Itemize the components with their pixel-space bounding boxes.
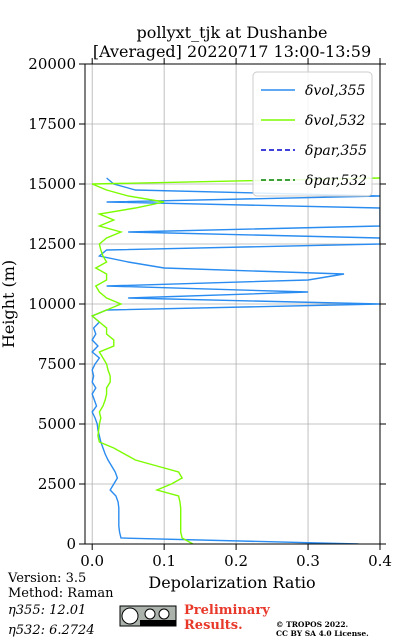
results: Results. [184, 618, 243, 633]
profile-line [90, 177, 380, 544]
y-tick-label: 2500 [38, 475, 76, 493]
x-axis-label: Depolarization Ratio [148, 573, 315, 592]
eta355: η355: 12.01 [8, 603, 86, 618]
x-tick-label: 0.0 [80, 552, 104, 570]
version: Version: 3.5 [7, 571, 86, 586]
legend-box [252, 71, 373, 197]
y-tick-label: 0 [66, 535, 76, 553]
method: Method: Raman [8, 586, 114, 601]
profile-line [90, 177, 380, 544]
legend-label: δpar,532 [305, 173, 367, 189]
x-tick-label: 0.2 [224, 552, 248, 570]
eta532: η532: 6.2724 [8, 623, 95, 638]
legend-label: δvol,355 [305, 83, 366, 99]
x-tick-label: 0.3 [296, 552, 320, 570]
x-tick-label: 0.4 [368, 552, 392, 570]
x-tick-label: 0.1 [152, 552, 176, 570]
y-tick-label: 10000 [28, 295, 76, 313]
copyright: © TROPOS 2022. [276, 620, 348, 629]
cc-logo [119, 605, 177, 627]
y-tick-label: 12500 [28, 235, 76, 253]
y-tick-label: 5000 [38, 415, 76, 433]
y-tick-label: 7500 [38, 355, 76, 373]
legend-label: δvol,532 [305, 113, 366, 129]
y-tick-label: 17500 [28, 115, 76, 133]
chart-subtitle: [Averaged] 20220717 13:00-13:59 [93, 42, 371, 61]
preliminary: Preliminary [184, 603, 270, 618]
legend-label: δpar,355 [305, 143, 367, 159]
y-axis-label: Height (m) [0, 260, 18, 348]
y-tick-label: 20000 [28, 55, 76, 73]
y-tick-label: 15000 [28, 175, 76, 193]
plot-frame [84, 63, 381, 545]
license: CC BY SA 4.0 License. [276, 629, 369, 638]
chart-title: pollyxt_tjk at Dushanbe [136, 23, 327, 42]
